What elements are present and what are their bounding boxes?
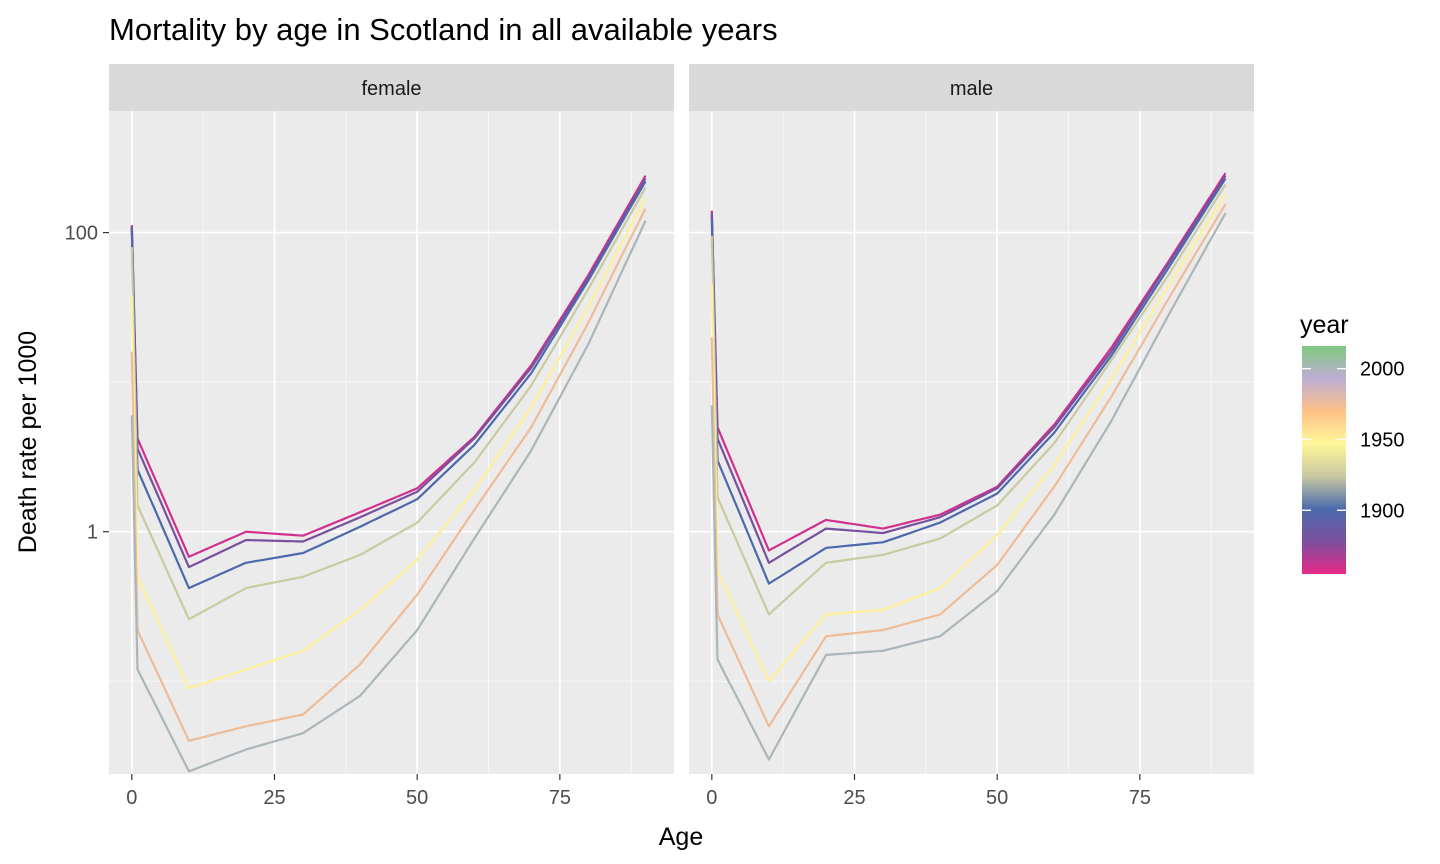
series-line-male-1950 [710, 193, 1227, 683]
x-tick-label: 50 [986, 787, 1008, 809]
facet-panel-male: male 0 25 50 75 [689, 64, 1254, 809]
legend-title: year [1300, 311, 1349, 339]
x-tick-label: 0 [126, 787, 137, 809]
x-axis-ticks-male: 0 25 50 75 [706, 774, 1151, 809]
series-line-female-1975 [130, 208, 647, 742]
x-tick-label: 50 [406, 787, 428, 809]
legend-colorbar [1302, 346, 1346, 574]
x-tick-label: 0 [706, 787, 717, 809]
facet-panel-female: female 0 25 50 75 [109, 64, 674, 809]
series-line-female-1925 [130, 187, 647, 621]
y-tick-label: 1 [87, 522, 98, 544]
series-line-female-1880 [130, 177, 647, 569]
series-line-female-1860 [130, 175, 647, 558]
series-line-male-1860 [710, 172, 1227, 552]
facet-label-female: female [361, 78, 421, 100]
legend: year 2000 1950 1900 [1300, 311, 1405, 574]
x-tick-label: 25 [843, 787, 865, 809]
chart-title: Mortality by age in Scotland in all avai… [109, 12, 778, 47]
series-line-male-1975 [710, 203, 1227, 728]
x-axis-ticks-female: 0 25 50 75 [126, 774, 571, 809]
series-lines-female [130, 175, 647, 773]
y-tick-label: 100 [65, 223, 98, 245]
series-line-female-2000 [130, 220, 647, 773]
legend-tick-label: 1900 [1360, 500, 1405, 522]
series-line-female-1950 [130, 197, 647, 690]
facet-strip-female [109, 64, 674, 111]
legend-tick-label: 1950 [1360, 429, 1405, 451]
series-line-female-1900 [130, 180, 647, 590]
series-line-male-1925 [710, 183, 1227, 616]
series-line-male-1880 [710, 175, 1227, 564]
x-tick-label: 75 [1129, 787, 1151, 809]
series-line-male-2000 [710, 212, 1227, 761]
facet-label-male: male [950, 78, 993, 100]
series-line-male-1900 [710, 177, 1227, 585]
x-tick-label: 25 [263, 787, 285, 809]
facet-strip-male [689, 64, 1254, 111]
x-tick-label: 75 [549, 787, 571, 809]
y-axis-ticks: 100 1 [65, 223, 109, 544]
x-axis-title: Age [659, 823, 703, 851]
y-axis-title: Death rate per 1000 [14, 331, 42, 553]
legend-tick-label: 2000 [1360, 359, 1405, 381]
plot-area-female [109, 111, 674, 774]
gridlines-female [109, 111, 674, 774]
series-lines-male [710, 172, 1227, 761]
legend-ticks: 2000 1950 1900 [1302, 359, 1405, 522]
